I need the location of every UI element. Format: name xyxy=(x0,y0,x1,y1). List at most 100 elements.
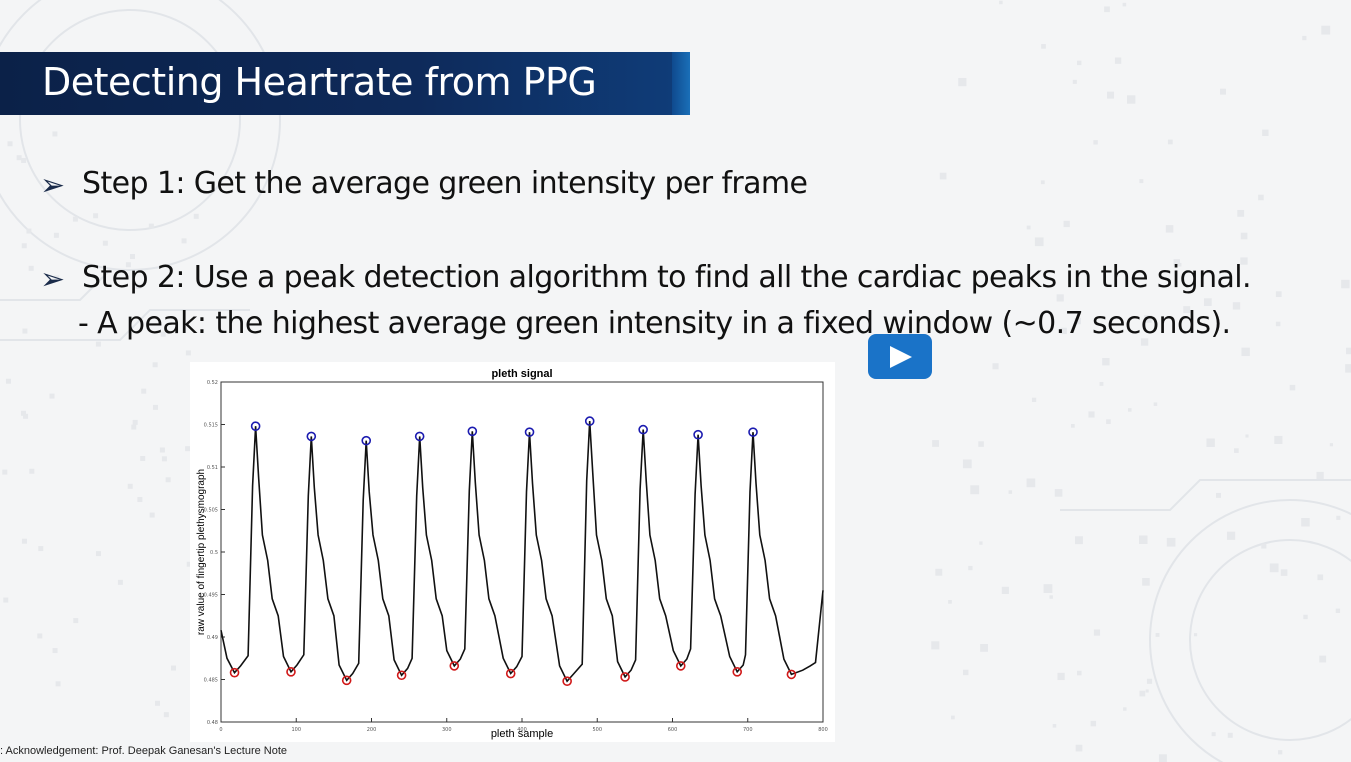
bg-dot xyxy=(1278,750,1283,755)
bg-dot xyxy=(154,700,160,706)
bg-dot xyxy=(152,362,158,368)
bg-dot xyxy=(1144,315,1152,323)
step-2-subtext: - A peak: the highest average green inte… xyxy=(78,306,1231,341)
bg-dot xyxy=(1102,357,1110,366)
bg-dot xyxy=(1041,44,1046,49)
bullet-step-1: ➢ xyxy=(40,168,66,203)
bg-dot xyxy=(160,331,166,337)
bg-dot xyxy=(127,483,133,489)
bg-dot xyxy=(1211,732,1216,737)
bg-dot xyxy=(1237,209,1245,217)
bg-dot xyxy=(1077,670,1082,676)
bg-dot xyxy=(1040,180,1045,185)
bg-dot xyxy=(1153,402,1158,406)
peak-marker xyxy=(638,424,648,435)
bg-dot xyxy=(1241,347,1250,357)
bg-dot xyxy=(1052,724,1057,728)
bg-dot xyxy=(1269,563,1279,573)
peak-marker xyxy=(524,427,535,437)
trough-marker xyxy=(396,670,407,681)
bg-dot xyxy=(1261,543,1267,549)
bg-dot xyxy=(141,388,147,394)
bg-dot xyxy=(1107,91,1115,99)
y-axis-label: raw value of fingertip plethysmograph xyxy=(196,469,207,635)
bg-dot xyxy=(132,419,138,425)
y-tick-label: 0.505 xyxy=(204,508,218,514)
bg-dot xyxy=(1099,381,1104,386)
bg-dot xyxy=(29,468,35,474)
pleth-chart: pleth signal pleth sample raw value of f… xyxy=(190,362,835,742)
bg-dot xyxy=(939,172,947,180)
bg-dot xyxy=(1274,435,1283,445)
bg-dot xyxy=(131,424,137,430)
bg-dot xyxy=(1262,129,1269,137)
bg-dot xyxy=(1166,537,1176,547)
bg-dot xyxy=(171,665,177,671)
bg-dot xyxy=(1054,489,1063,497)
bg-dot xyxy=(129,254,135,260)
bg-dot xyxy=(1031,397,1037,402)
y-tick-label: 0.51 xyxy=(207,465,218,471)
bg-dot xyxy=(1280,569,1288,576)
step-1-text: Step 1: Get the average green intensity … xyxy=(82,166,808,201)
bg-dot xyxy=(1057,672,1065,681)
bg-dot xyxy=(1093,629,1101,636)
bg-dot xyxy=(968,565,973,571)
bg-dot xyxy=(1122,2,1127,7)
bg-dot xyxy=(1145,689,1149,693)
bg-dot xyxy=(1301,517,1310,527)
bg-dot xyxy=(1341,279,1350,289)
bg-dot xyxy=(1093,140,1098,145)
bg-dot xyxy=(1127,95,1136,104)
bg-dot xyxy=(1123,707,1127,711)
x-axis-label: pleth sample xyxy=(491,728,553,740)
bg-dot xyxy=(1215,492,1221,498)
bg-dot xyxy=(1258,194,1264,201)
bg-dot xyxy=(55,681,61,687)
x-tick-label: 500 xyxy=(592,727,602,733)
peak-marker xyxy=(467,426,478,437)
bg-dot xyxy=(95,341,101,347)
bg-dot xyxy=(978,441,984,447)
bg-dot xyxy=(1345,364,1351,373)
bg-dot xyxy=(1075,744,1083,752)
bg-dot xyxy=(1127,408,1132,412)
trough-marker xyxy=(505,668,516,679)
bg-dot xyxy=(21,538,27,544)
bg-dot xyxy=(72,216,78,222)
bg-dot xyxy=(1034,237,1044,247)
bg-dot xyxy=(1155,633,1160,637)
peak-marker xyxy=(584,416,595,426)
bg-dot xyxy=(1245,434,1249,438)
y-tick-label: 0.48 xyxy=(207,720,218,726)
bg-dot xyxy=(1346,347,1351,355)
bg-dot xyxy=(931,641,940,650)
bg-dot xyxy=(22,328,28,334)
bg-dot xyxy=(26,228,32,234)
video-play-button[interactable] xyxy=(868,334,932,379)
peak-marker xyxy=(748,427,758,437)
bg-dot xyxy=(20,410,26,416)
bg-dot xyxy=(951,715,955,720)
step-2-text: Step 2: Use a peak detection algorithm t… xyxy=(82,260,1252,295)
bg-dot xyxy=(1140,338,1149,346)
bg-dot xyxy=(193,213,199,219)
y-tick-label: 0.515 xyxy=(204,423,218,429)
peak-marker xyxy=(361,435,372,446)
bg-dot xyxy=(1173,259,1180,266)
bg-dot xyxy=(1167,139,1173,145)
bg-dot xyxy=(137,497,143,503)
bg-dot xyxy=(49,393,55,399)
bg-dot xyxy=(1319,655,1327,663)
x-tick-label: 700 xyxy=(743,727,753,733)
trough-marker xyxy=(562,676,572,687)
bg-dot xyxy=(159,447,165,453)
bg-dot xyxy=(21,157,27,163)
bg-dot xyxy=(1139,690,1146,697)
bg-dot xyxy=(1001,586,1009,594)
bg-dot xyxy=(16,155,22,161)
trough-marker xyxy=(341,675,352,686)
bg-dot xyxy=(1158,754,1167,762)
bg-dot xyxy=(1026,478,1036,488)
bg-dot xyxy=(117,579,123,585)
